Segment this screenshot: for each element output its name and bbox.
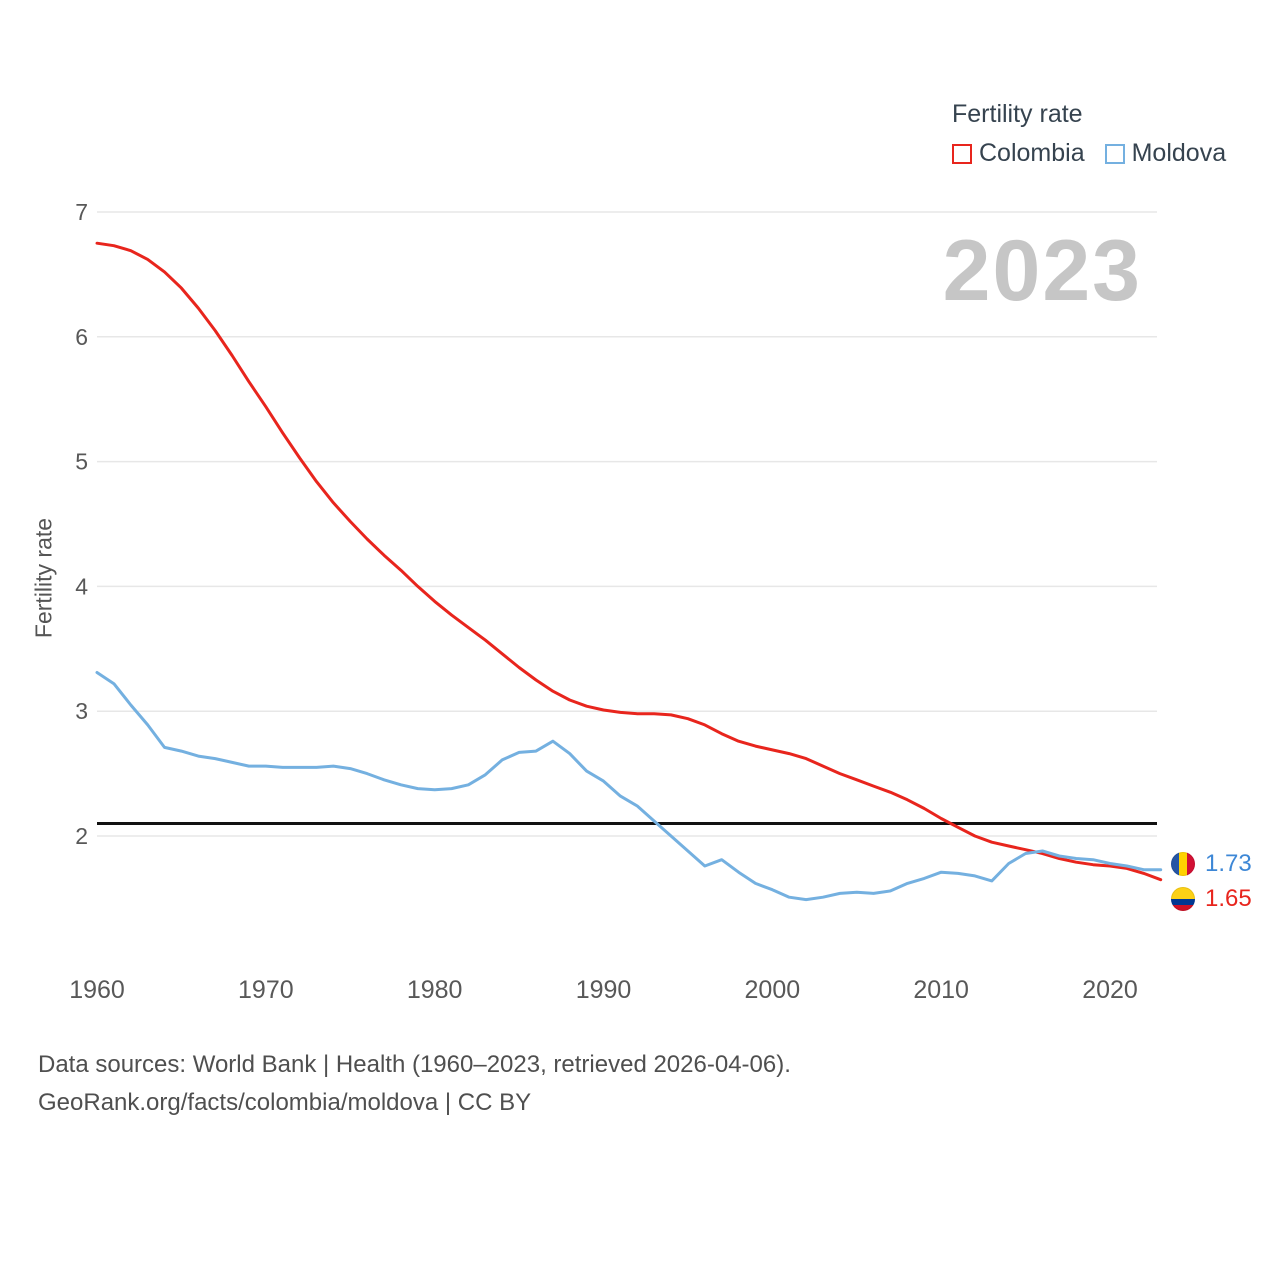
- y-tick-label-4: 4: [75, 573, 88, 599]
- attribution-link[interactable]: GeoRank.org/facts/colombia/moldova | CC …: [38, 1089, 532, 1116]
- legend-entries: Colombia Moldova: [952, 139, 1226, 168]
- x-tick-label-2000: 2000: [745, 976, 801, 1004]
- x-tick-label-1970: 1970: [238, 976, 294, 1004]
- colombia-swatch-icon: [952, 143, 972, 164]
- y-tick-label-3: 3: [75, 698, 88, 724]
- x-tick-label-2020: 2020: [1082, 976, 1138, 1004]
- y-tick-label-7: 7: [75, 199, 88, 225]
- colombia-flag-icon: [1171, 887, 1195, 911]
- y-tick-label-5: 5: [75, 449, 88, 475]
- footer: Data sources: World Bank | Health (1960–…: [38, 1046, 791, 1122]
- y-tick-label-2: 2: [75, 823, 88, 849]
- chart-legend: Fertility rate Colombia Moldova: [952, 100, 1226, 168]
- x-tick-label-1980: 1980: [407, 976, 463, 1004]
- data-sources-text: Data sources: World Bank | Health (1960–…: [38, 1051, 791, 1078]
- legend-label-moldova: Moldova: [1131, 139, 1227, 167]
- moldova-swatch-icon: [1104, 143, 1125, 164]
- colombia-line: [95, 241, 1163, 882]
- x-tick-label-2010: 2010: [913, 976, 969, 1004]
- moldova-line: [95, 671, 1163, 902]
- legend-entry-colombia[interactable]: Colombia: [952, 139, 1085, 168]
- legend-entry-moldova[interactable]: Moldova: [1104, 139, 1227, 168]
- x-tick-label-1960: 1960: [69, 976, 125, 1004]
- moldova-latest-value: 1.73: [1205, 850, 1252, 877]
- moldova-flag-icon: [1171, 852, 1195, 876]
- colombia-latest-value: 1.65: [1205, 885, 1252, 912]
- y-axis-title: Fertility rate: [30, 517, 57, 639]
- x-tick-label-1990: 1990: [576, 976, 632, 1004]
- y-tick-label-6: 6: [75, 324, 88, 350]
- colombia-end-label: 1.65: [1171, 885, 1252, 913]
- year-watermark: 2023: [942, 223, 1142, 319]
- legend-title: Fertility rate: [952, 100, 1083, 128]
- legend-label-colombia: Colombia: [979, 139, 1085, 167]
- moldova-end-label: 1.73: [1171, 850, 1252, 878]
